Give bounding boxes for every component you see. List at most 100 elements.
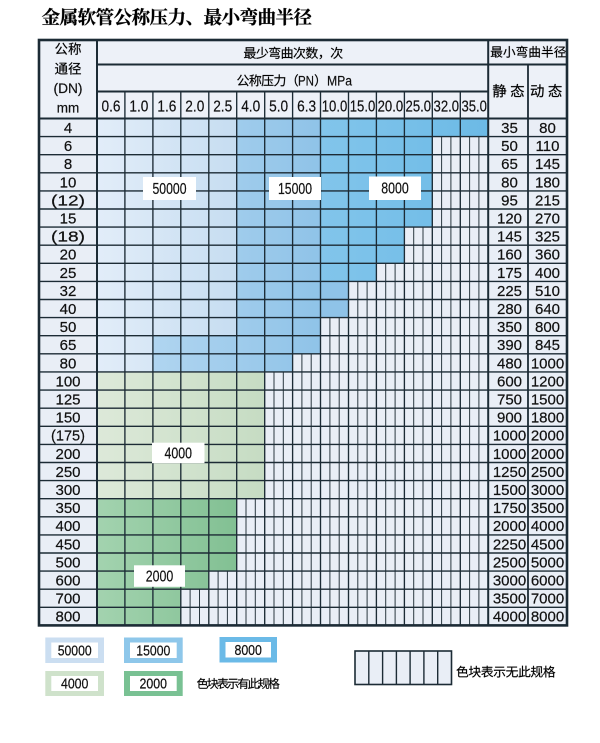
svg-text:360: 360 (535, 247, 560, 264)
svg-text:160: 160 (497, 247, 522, 264)
svg-text:15: 15 (60, 211, 77, 228)
svg-text:80: 80 (60, 355, 77, 372)
svg-text:2500: 2500 (493, 554, 526, 571)
svg-text:175: 175 (497, 265, 522, 282)
svg-text:10: 10 (60, 174, 77, 191)
svg-text:450: 450 (55, 536, 80, 553)
svg-text:100: 100 (55, 373, 80, 390)
svg-text:180: 180 (535, 174, 560, 191)
svg-text:2250: 2250 (493, 536, 526, 553)
svg-text:15000: 15000 (136, 643, 170, 660)
svg-text:480: 480 (497, 355, 522, 372)
svg-text:400: 400 (535, 265, 560, 282)
svg-text:4000: 4000 (61, 676, 89, 693)
svg-text:25.0: 25.0 (406, 99, 432, 116)
svg-text:mm: mm (57, 101, 80, 116)
svg-text:1.0: 1.0 (129, 99, 148, 116)
svg-text:150: 150 (55, 410, 80, 427)
svg-text:4000: 4000 (493, 609, 526, 626)
svg-text:1200: 1200 (531, 373, 564, 390)
svg-text:4500: 4500 (531, 536, 564, 553)
svg-text:2.5: 2.5 (213, 99, 232, 116)
svg-text:2000: 2000 (146, 568, 174, 585)
svg-text:845: 845 (535, 337, 560, 354)
svg-text:2.0: 2.0 (185, 99, 204, 116)
svg-text:3000: 3000 (531, 482, 564, 499)
svg-text:15000: 15000 (278, 181, 312, 198)
svg-text:8: 8 (64, 156, 72, 173)
svg-text:280: 280 (497, 301, 522, 318)
svg-text:4.0: 4.0 (241, 99, 260, 116)
svg-text:350: 350 (497, 319, 522, 336)
svg-text:1500: 1500 (531, 392, 564, 409)
svg-text:80: 80 (501, 174, 518, 191)
svg-text:600: 600 (55, 573, 80, 590)
svg-text:25: 25 (60, 265, 77, 282)
svg-text:640: 640 (535, 301, 560, 318)
svg-text:2000: 2000 (531, 428, 564, 445)
svg-text:50000: 50000 (153, 181, 187, 198)
svg-text:80: 80 (539, 120, 556, 137)
svg-text:250: 250 (55, 464, 80, 481)
svg-text:20: 20 (60, 247, 77, 264)
svg-text:MPa: MPa (327, 73, 352, 88)
svg-text:2000: 2000 (531, 446, 564, 463)
svg-text:PN: PN (298, 73, 314, 88)
svg-text:50: 50 (60, 319, 77, 336)
svg-text:1500: 1500 (493, 482, 526, 499)
svg-text:50000: 50000 (58, 643, 92, 660)
svg-text:2000: 2000 (493, 518, 526, 535)
svg-text:8000: 8000 (531, 609, 564, 626)
svg-text:390: 390 (497, 337, 522, 354)
svg-text:5000: 5000 (531, 554, 564, 571)
svg-text:110: 110 (536, 138, 560, 155)
svg-text:125: 125 (55, 392, 80, 409)
svg-text:35.0: 35.0 (461, 99, 487, 116)
svg-text:0.6: 0.6 (102, 99, 121, 116)
svg-text:1000: 1000 (493, 446, 526, 463)
svg-text:6: 6 (64, 138, 72, 155)
svg-text:2000: 2000 (140, 676, 168, 693)
svg-text:6000: 6000 (531, 573, 564, 590)
svg-text:325: 325 (535, 229, 560, 246)
svg-text:800: 800 (55, 609, 80, 626)
svg-text:4: 4 (64, 120, 72, 137)
svg-text:7000: 7000 (531, 591, 564, 608)
svg-text:6.3: 6.3 (297, 99, 316, 116)
svg-text:500: 500 (55, 554, 80, 571)
svg-text:95: 95 (501, 192, 518, 209)
svg-text:(18): (18) (51, 229, 85, 246)
svg-text:400: 400 (55, 518, 80, 535)
svg-text:3500: 3500 (531, 500, 564, 517)
svg-text:600: 600 (497, 373, 522, 390)
svg-text:1000: 1000 (531, 355, 564, 372)
svg-text:300: 300 (55, 482, 80, 499)
svg-text:700: 700 (55, 591, 80, 608)
svg-text:4000: 4000 (531, 518, 564, 535)
svg-text:750: 750 (497, 392, 522, 409)
svg-text:65: 65 (60, 337, 77, 354)
svg-text:1800: 1800 (531, 410, 564, 427)
svg-text:15.0: 15.0 (350, 99, 376, 116)
svg-text:(175): (175) (51, 428, 85, 445)
svg-text:1250: 1250 (493, 464, 526, 481)
svg-text:510: 510 (535, 283, 560, 300)
svg-text:65: 65 (501, 156, 518, 173)
svg-text:900: 900 (497, 410, 522, 427)
svg-text:20.0: 20.0 (378, 99, 404, 116)
svg-text:225: 225 (497, 283, 522, 300)
svg-text:120: 120 (497, 211, 522, 228)
svg-text:1000: 1000 (493, 428, 526, 445)
svg-text:270: 270 (535, 211, 560, 228)
svg-text:8000: 8000 (381, 181, 409, 198)
svg-text:32.0: 32.0 (434, 99, 460, 116)
svg-text:50: 50 (501, 138, 518, 155)
svg-text:3500: 3500 (493, 591, 526, 608)
svg-text:200: 200 (55, 446, 80, 463)
svg-text:2500: 2500 (531, 464, 564, 481)
svg-text:3000: 3000 (493, 573, 526, 590)
svg-text:350: 350 (55, 500, 80, 517)
svg-text:145: 145 (497, 229, 522, 246)
svg-text:1.6: 1.6 (157, 99, 176, 116)
svg-text:40: 40 (60, 301, 77, 318)
